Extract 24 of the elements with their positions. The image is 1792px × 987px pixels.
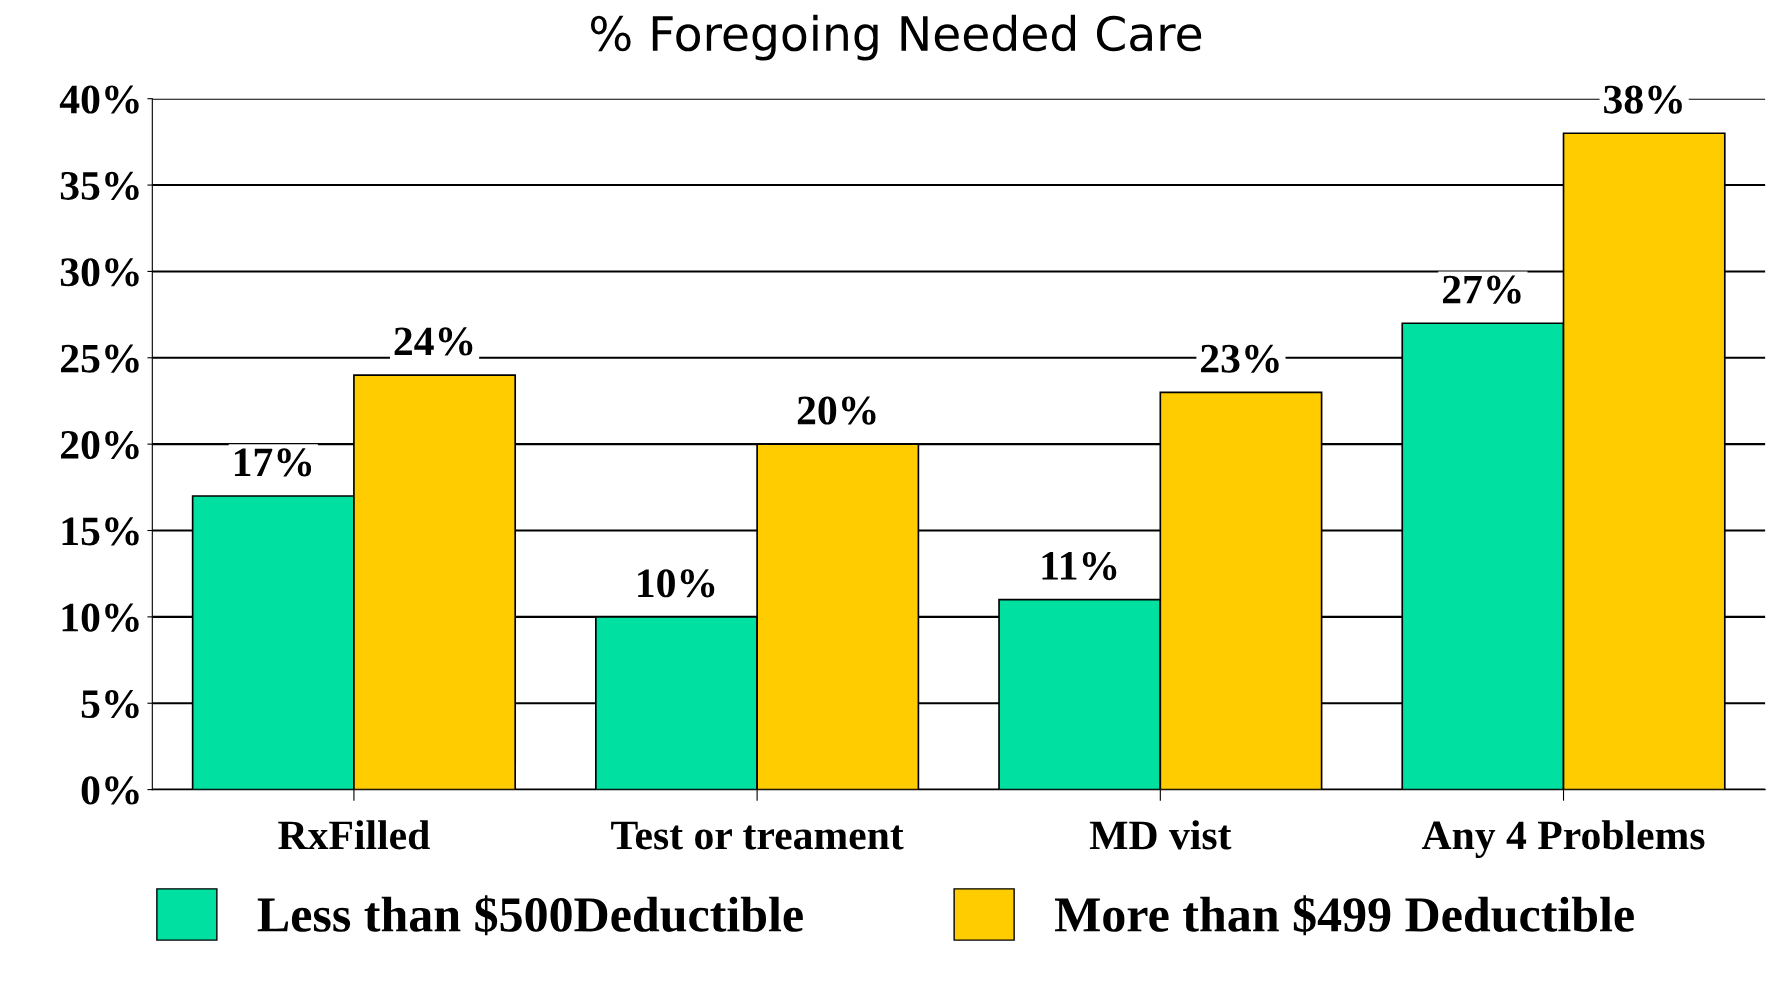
- y-tick-label: 0%: [81, 776, 139, 805]
- text: 23%: [1201, 344, 1279, 373]
- y-tick-label: 25%: [61, 344, 139, 373]
- legend-label: Less than $500Deductible: [257, 895, 803, 936]
- text: 27%: [1442, 275, 1521, 304]
- y-tick-label: 15%: [62, 517, 139, 546]
- y-tick-label: 35%: [60, 171, 139, 201]
- x-tick-label: MD vist: [1089, 820, 1232, 850]
- x-tick-label: Any 4 Problems: [1421, 820, 1705, 859]
- y-tick-label: 30%: [60, 258, 139, 287]
- x-tick-label: Test or treament: [611, 821, 904, 850]
- text: 17%: [234, 448, 312, 477]
- chart-title: % Foregoing Needed Care: [590, 14, 1202, 61]
- text: 11%: [1042, 551, 1117, 581]
- y-tick-label: 20%: [61, 430, 139, 460]
- y-tick-label: 40%: [59, 85, 139, 114]
- text: 10%: [638, 569, 715, 598]
- text: 38%: [1604, 85, 1682, 114]
- x-tick-label: RxFilled: [278, 820, 430, 850]
- text: 24%: [394, 327, 473, 356]
- legend-label: More than $499 Deductible: [1054, 895, 1634, 936]
- y-tick-label: 10%: [62, 603, 139, 632]
- y-tick-label: 5%: [81, 689, 139, 719]
- text: 20%: [797, 396, 876, 425]
